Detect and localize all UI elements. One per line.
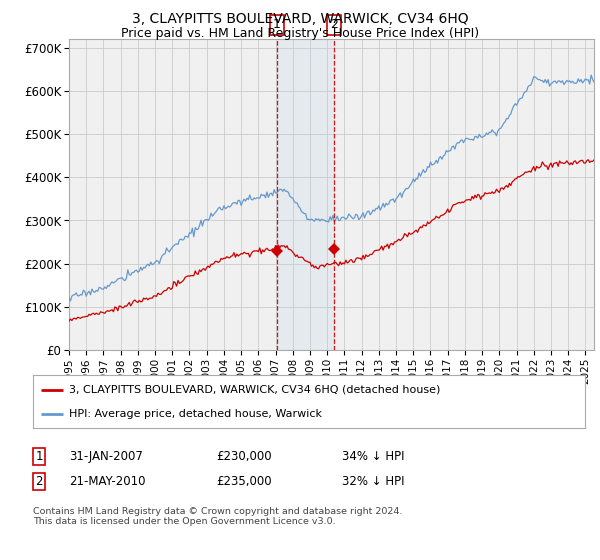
Text: 2: 2 (35, 475, 43, 488)
Bar (277, 39, 334, 350)
Text: 21-MAY-2010: 21-MAY-2010 (69, 475, 146, 488)
Text: 1: 1 (273, 18, 281, 31)
Text: Contains HM Land Registry data © Crown copyright and database right 2024.
This d: Contains HM Land Registry data © Crown c… (33, 507, 403, 526)
Text: HPI: Average price, detached house, Warwick: HPI: Average price, detached house, Warw… (69, 409, 322, 419)
Text: 3, CLAYPITTS BOULEVARD, WARWICK, CV34 6HQ (detached house): 3, CLAYPITTS BOULEVARD, WARWICK, CV34 6H… (69, 385, 440, 395)
Text: £230,000: £230,000 (216, 450, 272, 463)
Text: 3, CLAYPITTS BOULEVARD, WARWICK, CV34 6HQ: 3, CLAYPITTS BOULEVARD, WARWICK, CV34 6H… (131, 12, 469, 26)
Text: 34% ↓ HPI: 34% ↓ HPI (342, 450, 404, 463)
Text: 1: 1 (35, 450, 43, 463)
Text: Price paid vs. HM Land Registry's House Price Index (HPI): Price paid vs. HM Land Registry's House … (121, 27, 479, 40)
Text: 32% ↓ HPI: 32% ↓ HPI (342, 475, 404, 488)
Text: 31-JAN-2007: 31-JAN-2007 (69, 450, 143, 463)
Text: £235,000: £235,000 (216, 475, 272, 488)
Text: 2: 2 (330, 18, 338, 31)
